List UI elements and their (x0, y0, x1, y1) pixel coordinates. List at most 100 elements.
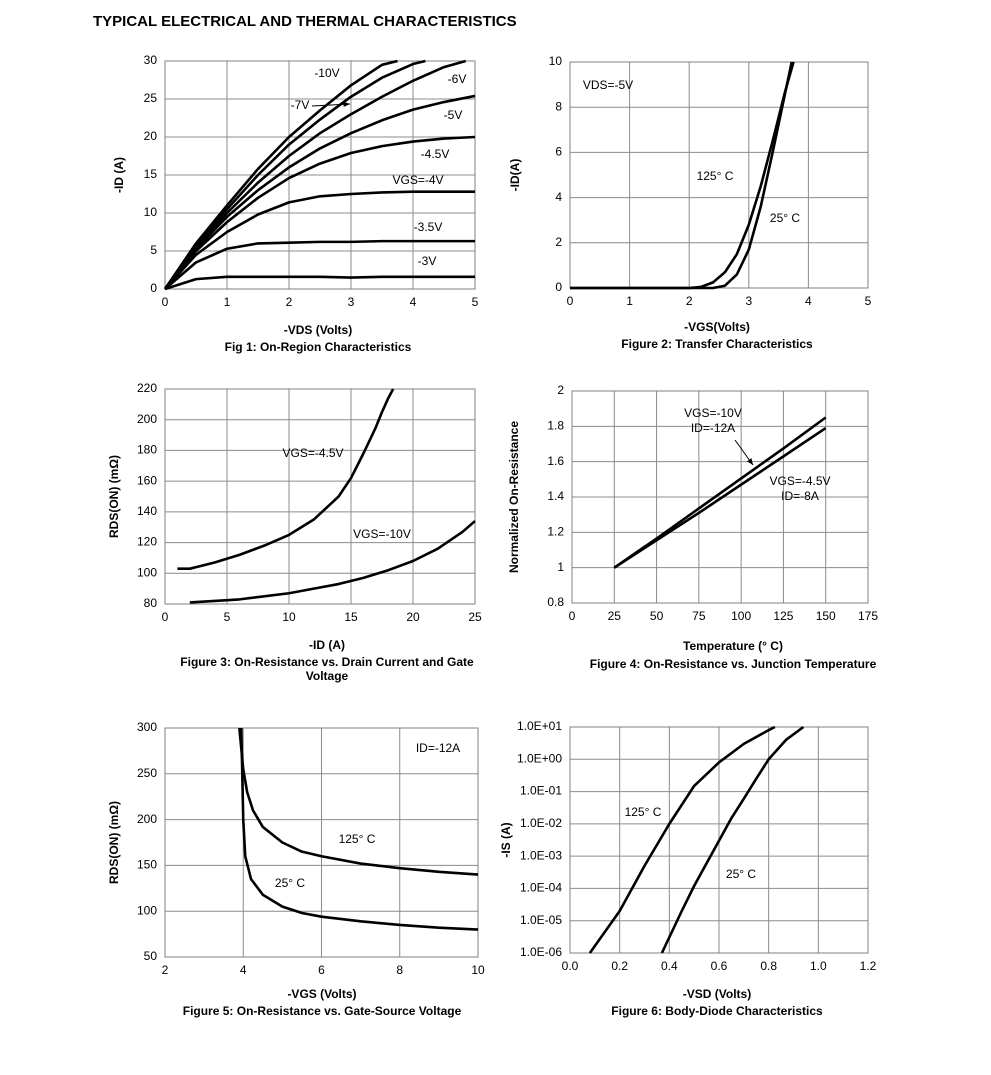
y-tick-label: 2 (555, 235, 562, 249)
x-axis-label: -VDS (Volts) (284, 323, 352, 337)
series-label: -6V (448, 72, 467, 86)
x-tick-label: 20 (406, 610, 420, 624)
y-tick-label: 1.2 (547, 525, 564, 539)
figure-caption: Figure 6: Body-Diode Characteristics (611, 1004, 823, 1018)
y-tick-label: 100 (137, 565, 157, 579)
x-tick-label: 15 (344, 610, 358, 624)
x-tick-label: 4 (805, 294, 812, 308)
y-axis-label: RDS(ON) (mΩ) (107, 455, 121, 538)
x-tick-label: 1.2 (860, 959, 877, 973)
curve (238, 727, 479, 876)
figure-caption: Figure 5: On-Resistance vs. Gate-Source … (182, 1004, 462, 1018)
x-tick-label: 0 (567, 294, 574, 308)
plot-area (165, 389, 475, 604)
x-tick-label: 25 (468, 610, 482, 624)
y-tick-label: 300 (137, 720, 157, 734)
x-tick-label: 0 (162, 610, 169, 624)
x-axis-label: Temperature (° C) (683, 639, 783, 653)
curve (164, 190, 475, 290)
x-axis-label: -VGS(Volts) (684, 320, 750, 334)
curve (164, 275, 475, 291)
figure-caption: Fig 1: On-Region Characteristics (224, 340, 412, 354)
y-tick-label: 150 (137, 858, 157, 872)
y-tick-label: 15 (144, 167, 158, 181)
y-tick-label: 8 (555, 99, 562, 113)
x-tick-label: 1 (626, 294, 633, 308)
x-tick-label: 5 (865, 294, 872, 308)
series-label: -7V (291, 98, 310, 112)
series-label: ID=-12A (691, 421, 735, 435)
y-tick-label: 4 (555, 190, 562, 204)
y-tick-label: 0 (555, 280, 562, 294)
x-tick-label: 2 (162, 963, 169, 977)
x-tick-label: 3 (745, 294, 752, 308)
annotation: ID=-12A (416, 741, 460, 755)
x-tick-label: 100 (731, 609, 751, 623)
plot-border (164, 388, 476, 605)
y-tick-label: 1 (557, 560, 564, 574)
x-tick-label: 75 (692, 609, 706, 623)
x-tick-label: 1 (224, 295, 231, 309)
y-tick-label: 1.8 (547, 419, 564, 433)
x-tick-label: 10 (282, 610, 296, 624)
curve (163, 135, 476, 290)
arrow-head (343, 101, 350, 108)
y-tick-label: 1.6 (547, 454, 564, 468)
y-tick-label: 2 (557, 383, 564, 397)
y-tick-label: 1.4 (547, 489, 564, 503)
plot-area (570, 62, 868, 288)
y-tick-label: 1.0E-04 (520, 881, 562, 895)
y-tick-label: 20 (144, 129, 158, 143)
series-label: 25° C (275, 876, 305, 890)
curve (613, 427, 827, 569)
y-tick-label: 1.0E-02 (520, 816, 562, 830)
series-label: 125° C (625, 805, 662, 819)
curve (239, 727, 479, 931)
y-tick-label: 1.0E-03 (520, 848, 562, 862)
series-label: -10V (314, 66, 339, 80)
y-tick-label: 250 (137, 766, 157, 780)
y-axis-label: -IS (A) (499, 822, 513, 857)
y-axis-label: RDS(ON) (mΩ) (107, 801, 121, 884)
plot-border (569, 726, 869, 954)
series-label: -3V (418, 254, 437, 268)
page-title: TYPICAL ELECTRICAL AND THERMAL CHARACTER… (93, 13, 517, 30)
series-label: VGS=-10V (684, 406, 742, 420)
figure-caption: Figure 2: Transfer Characteristics (621, 337, 813, 351)
series-label: -3.5V (414, 220, 443, 234)
series-label: 25° C (726, 867, 756, 881)
x-tick-label: 8 (396, 963, 403, 977)
y-tick-label: 180 (137, 443, 157, 457)
y-tick-label: 200 (137, 812, 157, 826)
y-tick-label: 1.0E+00 (517, 751, 562, 765)
series-label: 25° C (770, 211, 800, 225)
series-label: VGS=-4V (392, 173, 443, 187)
x-tick-label: 125 (773, 609, 793, 623)
y-tick-label: 0.8 (547, 595, 564, 609)
x-tick-label: 0.4 (661, 959, 678, 973)
x-tick-label: 6 (318, 963, 325, 977)
y-axis-label: -ID (A) (112, 157, 126, 193)
x-tick-label: 5 (224, 610, 231, 624)
x-tick-label: 0 (162, 295, 169, 309)
curve (164, 239, 475, 290)
x-tick-label: 10 (471, 963, 485, 977)
y-tick-label: 10 (549, 54, 563, 68)
y-tick-label: 160 (137, 473, 157, 487)
x-tick-label: 0.8 (760, 959, 777, 973)
series-label: 125° C (697, 169, 734, 183)
y-tick-label: 1.0E-05 (520, 913, 562, 927)
x-tick-label: 4 (240, 963, 247, 977)
x-axis-label: -ID (A) (309, 638, 345, 652)
curve (177, 388, 395, 570)
series-label: -4.5V (421, 147, 450, 161)
y-tick-label: 0 (150, 281, 157, 295)
x-tick-label: 2 (686, 294, 693, 308)
y-tick-label: 220 (137, 381, 157, 395)
annotation: VDS=-5V (583, 78, 633, 92)
arrow-head (747, 458, 753, 465)
y-axis-label: -ID(A) (508, 159, 522, 192)
x-tick-label: 2 (286, 295, 293, 309)
